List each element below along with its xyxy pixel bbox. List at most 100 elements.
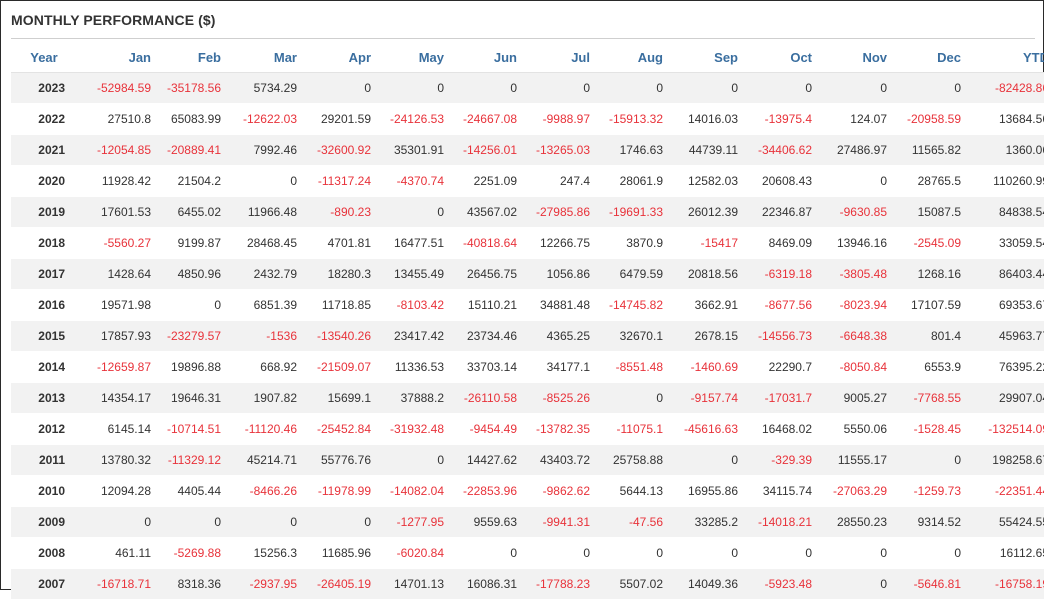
value-cell-ytd: -16758.19 — [967, 568, 1044, 600]
table-row: 2007 -16718.71 8318.36 -2937.95 -26405.19 147… — [11, 568, 1044, 600]
value-cell-dec: -5646.81 — [893, 568, 967, 600]
table-row: 2022 27510.8 65083.99 -12622.03 29201.59 -241… — [11, 103, 1044, 135]
value-cell-sep: 0 — [669, 444, 744, 476]
value-cell-feb: 19896.88 — [157, 351, 227, 383]
value-cell-jan: 11928.42 — [77, 165, 157, 197]
value-cell-oct: 34115.74 — [744, 475, 818, 507]
value-cell-ytd: 13684.56 — [967, 103, 1044, 135]
value-cell-jul: -9941.31 — [523, 506, 596, 538]
value-cell-sep: 16955.86 — [669, 475, 744, 507]
value-cell-aug: -19691.33 — [596, 196, 669, 228]
value-cell-jul: -9862.62 — [523, 475, 596, 507]
value-cell-sep: 0 — [669, 72, 744, 104]
value-cell-mar: 7992.46 — [227, 134, 303, 166]
value-cell-sep: -1460.69 — [669, 351, 744, 383]
value-cell-dec: -1528.45 — [893, 413, 967, 445]
value-cell-jun: 23734.46 — [450, 320, 523, 352]
year-cell: 2023 — [11, 72, 77, 104]
value-cell-mar: 2432.79 — [227, 258, 303, 290]
value-cell-jul: 34881.48 — [523, 289, 596, 321]
value-cell-dec: 11565.82 — [893, 134, 967, 166]
year-cell: 2014 — [11, 351, 77, 383]
value-cell-oct: 22346.87 — [744, 196, 818, 228]
value-cell-feb: -35178.56 — [157, 72, 227, 104]
year-cell: 2020 — [11, 165, 77, 197]
value-cell-jun: 15110.21 — [450, 289, 523, 321]
value-cell-dec: 17107.59 — [893, 289, 967, 321]
value-cell-may: 0 — [377, 444, 450, 476]
value-cell-sep: -9157.74 — [669, 382, 744, 414]
value-cell-aug: -47.56 — [596, 506, 669, 538]
year-cell: 2013 — [11, 382, 77, 414]
value-cell-nov: -8023.94 — [818, 289, 893, 321]
value-cell-nov: 0 — [818, 537, 893, 569]
value-cell-dec: 6553.9 — [893, 351, 967, 383]
value-cell-jan: 12094.28 — [77, 475, 157, 507]
year-cell: 2022 — [11, 103, 77, 135]
value-cell-jun: -9454.49 — [450, 413, 523, 445]
column-header-may: May — [377, 42, 450, 73]
value-cell-oct: -14018.21 — [744, 506, 818, 538]
value-cell-jun: -40818.64 — [450, 227, 523, 259]
value-cell-nov: 124.07 — [818, 103, 893, 135]
value-cell-apr: -26405.19 — [303, 568, 377, 600]
column-header-sep: Sep — [669, 42, 744, 73]
value-cell-sep: 3662.91 — [669, 289, 744, 321]
value-cell-jul: 247.4 — [523, 165, 596, 197]
year-cell: 2009 — [11, 506, 77, 538]
column-header-mar: Mar — [227, 42, 303, 73]
value-cell-ytd: 110260.99 — [967, 165, 1044, 197]
value-cell-may: 23417.42 — [377, 320, 450, 352]
value-cell-jan: 13780.32 — [77, 444, 157, 476]
value-cell-feb: 4850.96 — [157, 258, 227, 290]
value-cell-apr: -25452.84 — [303, 413, 377, 445]
value-cell-aug: -14745.82 — [596, 289, 669, 321]
value-cell-may: -8103.42 — [377, 289, 450, 321]
value-cell-mar: -1536 — [227, 320, 303, 352]
value-cell-jan: 1428.64 — [77, 258, 157, 290]
value-cell-sep: 12582.03 — [669, 165, 744, 197]
value-cell-sep: -45616.63 — [669, 413, 744, 445]
year-cell: 2011 — [11, 444, 77, 476]
value-cell-feb: -20889.41 — [157, 134, 227, 166]
column-header-year: Year — [11, 42, 77, 73]
value-cell-nov: 11555.17 — [818, 444, 893, 476]
value-cell-jul: 1056.86 — [523, 258, 596, 290]
value-cell-jul: -17788.23 — [523, 568, 596, 600]
value-cell-mar: 28468.45 — [227, 227, 303, 259]
value-cell-ytd: -22351.44 — [967, 475, 1044, 507]
value-cell-oct: -34406.62 — [744, 134, 818, 166]
value-cell-oct: 8469.09 — [744, 227, 818, 259]
value-cell-oct: -14556.73 — [744, 320, 818, 352]
value-cell-jan: -12054.85 — [77, 134, 157, 166]
value-cell-sep: 2678.15 — [669, 320, 744, 352]
table-row: 2021 -12054.85 -20889.41 7992.46 -32600.92 35… — [11, 134, 1044, 166]
value-cell-jul: -27985.86 — [523, 196, 596, 228]
value-cell-apr: -13540.26 — [303, 320, 377, 352]
value-cell-oct: -5923.48 — [744, 568, 818, 600]
table-row: 2014 -12659.87 19896.88 668.92 -21509.07 1133… — [11, 351, 1044, 383]
value-cell-feb: 0 — [157, 289, 227, 321]
value-cell-jul: 12266.75 — [523, 227, 596, 259]
column-header-aug: Aug — [596, 42, 669, 73]
value-cell-jun: 2251.09 — [450, 165, 523, 197]
value-cell-may: 37888.2 — [377, 382, 450, 414]
value-cell-mar: -11120.46 — [227, 413, 303, 445]
value-cell-sep: 33285.2 — [669, 506, 744, 538]
value-cell-feb: -11329.12 — [157, 444, 227, 476]
value-cell-may: -31932.48 — [377, 413, 450, 445]
value-cell-ytd: 55424.55 — [967, 506, 1044, 538]
value-cell-nov: 13946.16 — [818, 227, 893, 259]
value-cell-dec: -1259.73 — [893, 475, 967, 507]
value-cell-aug: -8551.48 — [596, 351, 669, 383]
value-cell-jun: -26110.58 — [450, 382, 523, 414]
value-cell-apr: -21509.07 — [303, 351, 377, 383]
table-row: 2013 14354.17 19646.31 1907.82 15699.1 37888.… — [11, 382, 1044, 414]
column-header-ytd: YTD — [967, 42, 1044, 73]
value-cell-jun: 9559.63 — [450, 506, 523, 538]
table-row: 2020 11928.42 21504.2 0 -11317.24 -4370.74 225… — [11, 165, 1044, 197]
value-cell-nov: 0 — [818, 72, 893, 104]
value-cell-nov: -9630.85 — [818, 196, 893, 228]
value-cell-sep: -15417 — [669, 227, 744, 259]
value-cell-may: -1277.95 — [377, 506, 450, 538]
